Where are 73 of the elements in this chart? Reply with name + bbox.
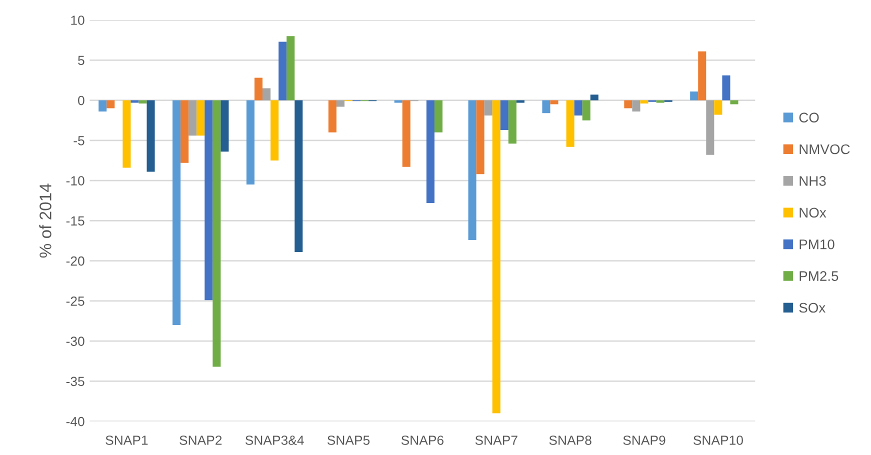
bar	[262, 88, 271, 100]
bar	[574, 100, 582, 116]
bar	[698, 51, 706, 100]
bar	[254, 78, 263, 100]
y-axis-title: % of 2014	[39, 184, 52, 258]
y-tick-label: -35	[66, 376, 84, 386]
bar	[582, 100, 590, 120]
bar	[188, 100, 197, 136]
bar	[204, 100, 213, 300]
bar	[730, 100, 738, 104]
bar	[566, 100, 574, 147]
bar	[714, 100, 722, 115]
bar	[476, 100, 484, 174]
bar	[138, 100, 147, 104]
y-tick-label: -10	[66, 176, 84, 186]
y-tick-label: -20	[66, 256, 84, 266]
x-tick-label: SNAP3&4	[245, 436, 304, 445]
bar	[328, 100, 336, 132]
bar	[98, 100, 107, 112]
bar	[402, 100, 410, 167]
bar	[212, 100, 221, 367]
y-tick-label: -5	[74, 136, 84, 146]
bar	[640, 100, 648, 104]
bar	[246, 100, 254, 185]
bar	[122, 100, 131, 168]
bar	[484, 100, 492, 116]
legend-label: CO	[799, 112, 819, 122]
x-tick-label: SNAP1	[106, 436, 148, 445]
bar	[336, 100, 344, 107]
y-tick-label: -25	[66, 296, 84, 306]
bar	[434, 100, 443, 132]
bar	[690, 91, 698, 100]
legend-label: NH3	[800, 176, 826, 186]
legend-label: SOx	[799, 302, 826, 313]
bar	[624, 100, 632, 108]
bar	[426, 100, 434, 204]
bar	[468, 100, 476, 240]
y-tick-label: -30	[66, 336, 84, 346]
bar	[106, 100, 115, 108]
bar	[590, 94, 598, 100]
x-tick-label: SNAP7	[475, 436, 518, 445]
x-tick-label: SNAP10	[693, 436, 743, 445]
y-tick-label: 10	[71, 16, 84, 25]
y-tick-label: 5	[78, 56, 84, 66]
x-tick-label: SNAP8	[549, 436, 592, 445]
bar	[294, 100, 303, 252]
bar	[542, 100, 550, 114]
legend-label: NMVOC	[800, 144, 850, 154]
x-tick-label: SNAP9	[623, 436, 666, 445]
bar	[146, 100, 155, 172]
x-tick-label: SNAP2	[180, 436, 222, 445]
bar	[286, 36, 295, 100]
bar	[270, 100, 279, 160]
bar	[180, 100, 189, 163]
y-tick-label: -15	[66, 216, 84, 226]
bar	[722, 75, 730, 100]
x-tick-label: SNAP5	[327, 436, 370, 445]
legend-label: PM2.5	[800, 271, 838, 281]
bar	[632, 100, 640, 112]
bar	[706, 100, 714, 155]
x-tick-label: SNAP6	[401, 436, 444, 445]
legend-label: NOx	[800, 208, 826, 218]
y-tick-label: -40	[66, 416, 84, 426]
bar	[278, 42, 287, 100]
bar	[500, 100, 508, 130]
y-tick-label: 0	[78, 96, 84, 106]
legend-label: PM10	[800, 239, 834, 250]
bar	[220, 100, 229, 152]
bar	[550, 100, 558, 104]
bar	[172, 100, 181, 326]
bar	[492, 100, 500, 414]
bar	[196, 100, 205, 136]
bar	[508, 100, 516, 144]
